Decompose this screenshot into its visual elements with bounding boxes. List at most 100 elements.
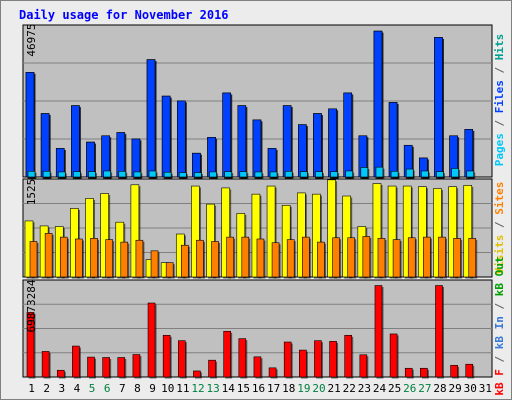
- kbytes-panel: [22, 279, 493, 379]
- bar-pages: [73, 171, 81, 178]
- bar-pages: [178, 172, 187, 178]
- x-tick-label: 29: [449, 382, 462, 395]
- right-legend-bottom: kB F / kB In / kB Out: [493, 256, 506, 395]
- bar-files: [161, 95, 171, 178]
- bar-files: [116, 132, 126, 178]
- bar-sites: [423, 236, 431, 278]
- bar-visits: [327, 179, 336, 278]
- bar-kbf: [72, 345, 80, 378]
- x-tick-label: 21: [328, 382, 341, 395]
- legend-entry: /: [493, 349, 506, 369]
- x-axis-labels: 1 2 3 4 5 6 7 8 9 10 11 12 13 14 15 16 17 18 19 20 21 22 23 24 2…: [28, 382, 492, 395]
- bar-sites: [75, 238, 83, 278]
- x-tick-label: 7: [119, 382, 126, 395]
- bar-sites: [135, 239, 144, 278]
- bar-files: [176, 100, 186, 178]
- bar-files: [434, 37, 443, 178]
- bar-kbf: [359, 354, 368, 378]
- bar-kbf: [283, 341, 292, 378]
- bar-sites: [211, 241, 219, 278]
- bar-pages: [375, 166, 384, 178]
- x-tick-label: 5: [89, 382, 96, 395]
- bar-sites: [362, 236, 371, 278]
- bar-visits: [251, 193, 261, 278]
- bar-sites: [317, 241, 325, 278]
- bar-sites: [453, 238, 461, 278]
- x-tick-label: 9: [149, 382, 156, 395]
- x-tick-label: 22: [343, 382, 356, 395]
- x-tick-label: 31: [479, 382, 492, 395]
- x-tick-label: 24: [373, 382, 387, 395]
- bar-pages: [118, 170, 127, 178]
- bar-files: [40, 113, 50, 178]
- bar-pages: [390, 170, 399, 178]
- bar-kbf: [208, 359, 216, 378]
- bar-kbf: [56, 369, 65, 378]
- x-tick-label: 28: [433, 382, 446, 395]
- bar-files: [343, 92, 353, 178]
- bar-visits: [312, 193, 321, 278]
- ymax-label-middle: 1525: [25, 179, 38, 206]
- bar-visits: [372, 183, 382, 278]
- x-tick-label: 17: [267, 382, 280, 395]
- bar-sites: [150, 250, 159, 278]
- x-tick-label: 14: [222, 382, 236, 395]
- legend-entry: kB F: [493, 369, 506, 396]
- bar-visits: [130, 184, 140, 278]
- x-tick-label: 4: [74, 382, 81, 395]
- bar-kbf: [374, 285, 383, 378]
- bar-sites: [180, 244, 189, 278]
- bar-pages: [133, 171, 142, 178]
- x-tick-label: 12: [191, 382, 204, 395]
- bar-sites: [392, 239, 401, 278]
- bar-kbf: [102, 357, 110, 378]
- x-tick-label: 30: [464, 382, 477, 395]
- bar-pages: [88, 171, 96, 178]
- bar-pages: [330, 171, 338, 178]
- right-legend-top: Pages / Files / Hits: [493, 34, 506, 167]
- bar-pages: [209, 171, 217, 178]
- bar-kbf: [26, 312, 35, 378]
- bar-pages: [148, 170, 157, 178]
- bar-sites: [256, 238, 265, 278]
- bar-files: [252, 119, 262, 178]
- bar-visits: [433, 188, 442, 278]
- ymax-label-bottom: 69873284: [25, 279, 38, 332]
- bar-kbf: [177, 340, 186, 378]
- bar-pages: [239, 171, 248, 178]
- bar-visits: [418, 186, 427, 278]
- x-tick-label: 11: [176, 382, 189, 395]
- hits-files-pages-panel: [22, 24, 493, 179]
- bar-kbf: [450, 364, 458, 378]
- x-tick-label: 3: [59, 382, 66, 395]
- bar-visits: [387, 185, 397, 278]
- bar-pages: [360, 167, 369, 178]
- bar-files: [131, 138, 141, 178]
- bar-pages: [103, 170, 111, 178]
- bar-files: [388, 102, 398, 178]
- x-tick-label: 13: [206, 382, 219, 395]
- bar-sites: [302, 236, 310, 278]
- bar-pages: [194, 172, 202, 178]
- bar-kbf: [132, 354, 141, 378]
- bar-pages: [27, 170, 36, 178]
- bar-pages: [163, 171, 172, 178]
- x-tick-label: 23: [358, 382, 371, 395]
- bar-files: [237, 105, 247, 178]
- x-tick-label: 27: [418, 382, 431, 395]
- bar-sites: [29, 241, 38, 278]
- bar-kbf: [117, 357, 126, 378]
- legend-entry: Visits: [493, 235, 506, 275]
- bar-pages: [284, 170, 293, 178]
- x-tick-label: 18: [282, 382, 295, 395]
- bar-kbf: [238, 338, 247, 378]
- bar-pages: [451, 168, 459, 178]
- legend-entry: /: [493, 60, 506, 80]
- x-tick-label: 26: [403, 382, 416, 395]
- bar-files: [207, 137, 216, 178]
- bar-files: [298, 124, 307, 178]
- bar-sites: [44, 233, 53, 278]
- bar-sites: [196, 239, 204, 278]
- x-tick-label: 10: [161, 382, 174, 395]
